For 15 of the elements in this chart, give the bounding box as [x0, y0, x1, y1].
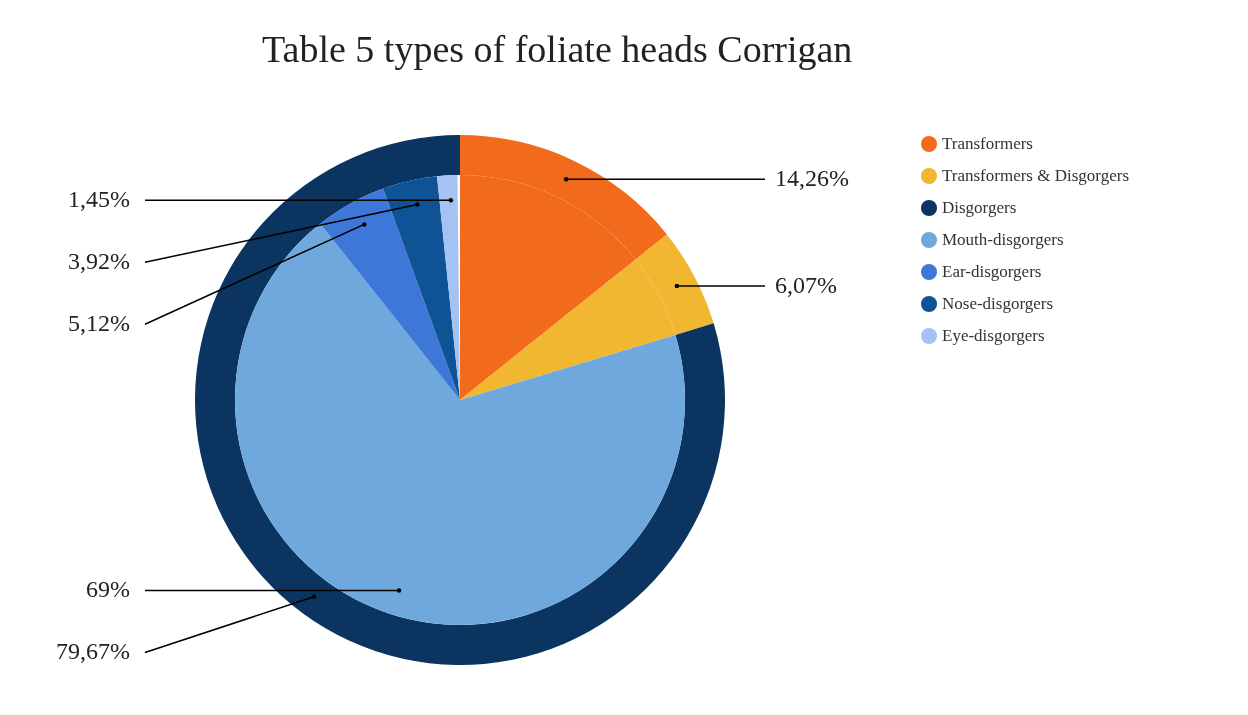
data-label: 14,26% [775, 165, 849, 192]
data-label: 1,45% [68, 186, 130, 213]
legend-label: Ear-disgorgers [942, 262, 1042, 281]
legend-label: Mouth-disgorgers [942, 230, 1064, 249]
chart-title: Table 5 types of foliate heads Corrigan [262, 28, 853, 70]
legend-label: Transformers [942, 134, 1033, 153]
legend-label: Transformers & Disgorgers [942, 166, 1129, 185]
legend-label: Nose-disgorgers [942, 294, 1054, 313]
data-label: 69% [86, 576, 130, 603]
data-label: 3,92% [68, 248, 130, 275]
data-label: 6,07% [775, 271, 837, 298]
data-label: 79,67% [56, 638, 130, 665]
data-label: 5,12% [68, 310, 130, 337]
legend-label: Disgorgers [942, 198, 1017, 217]
legend-label: Eye-disgorgers [942, 326, 1045, 345]
